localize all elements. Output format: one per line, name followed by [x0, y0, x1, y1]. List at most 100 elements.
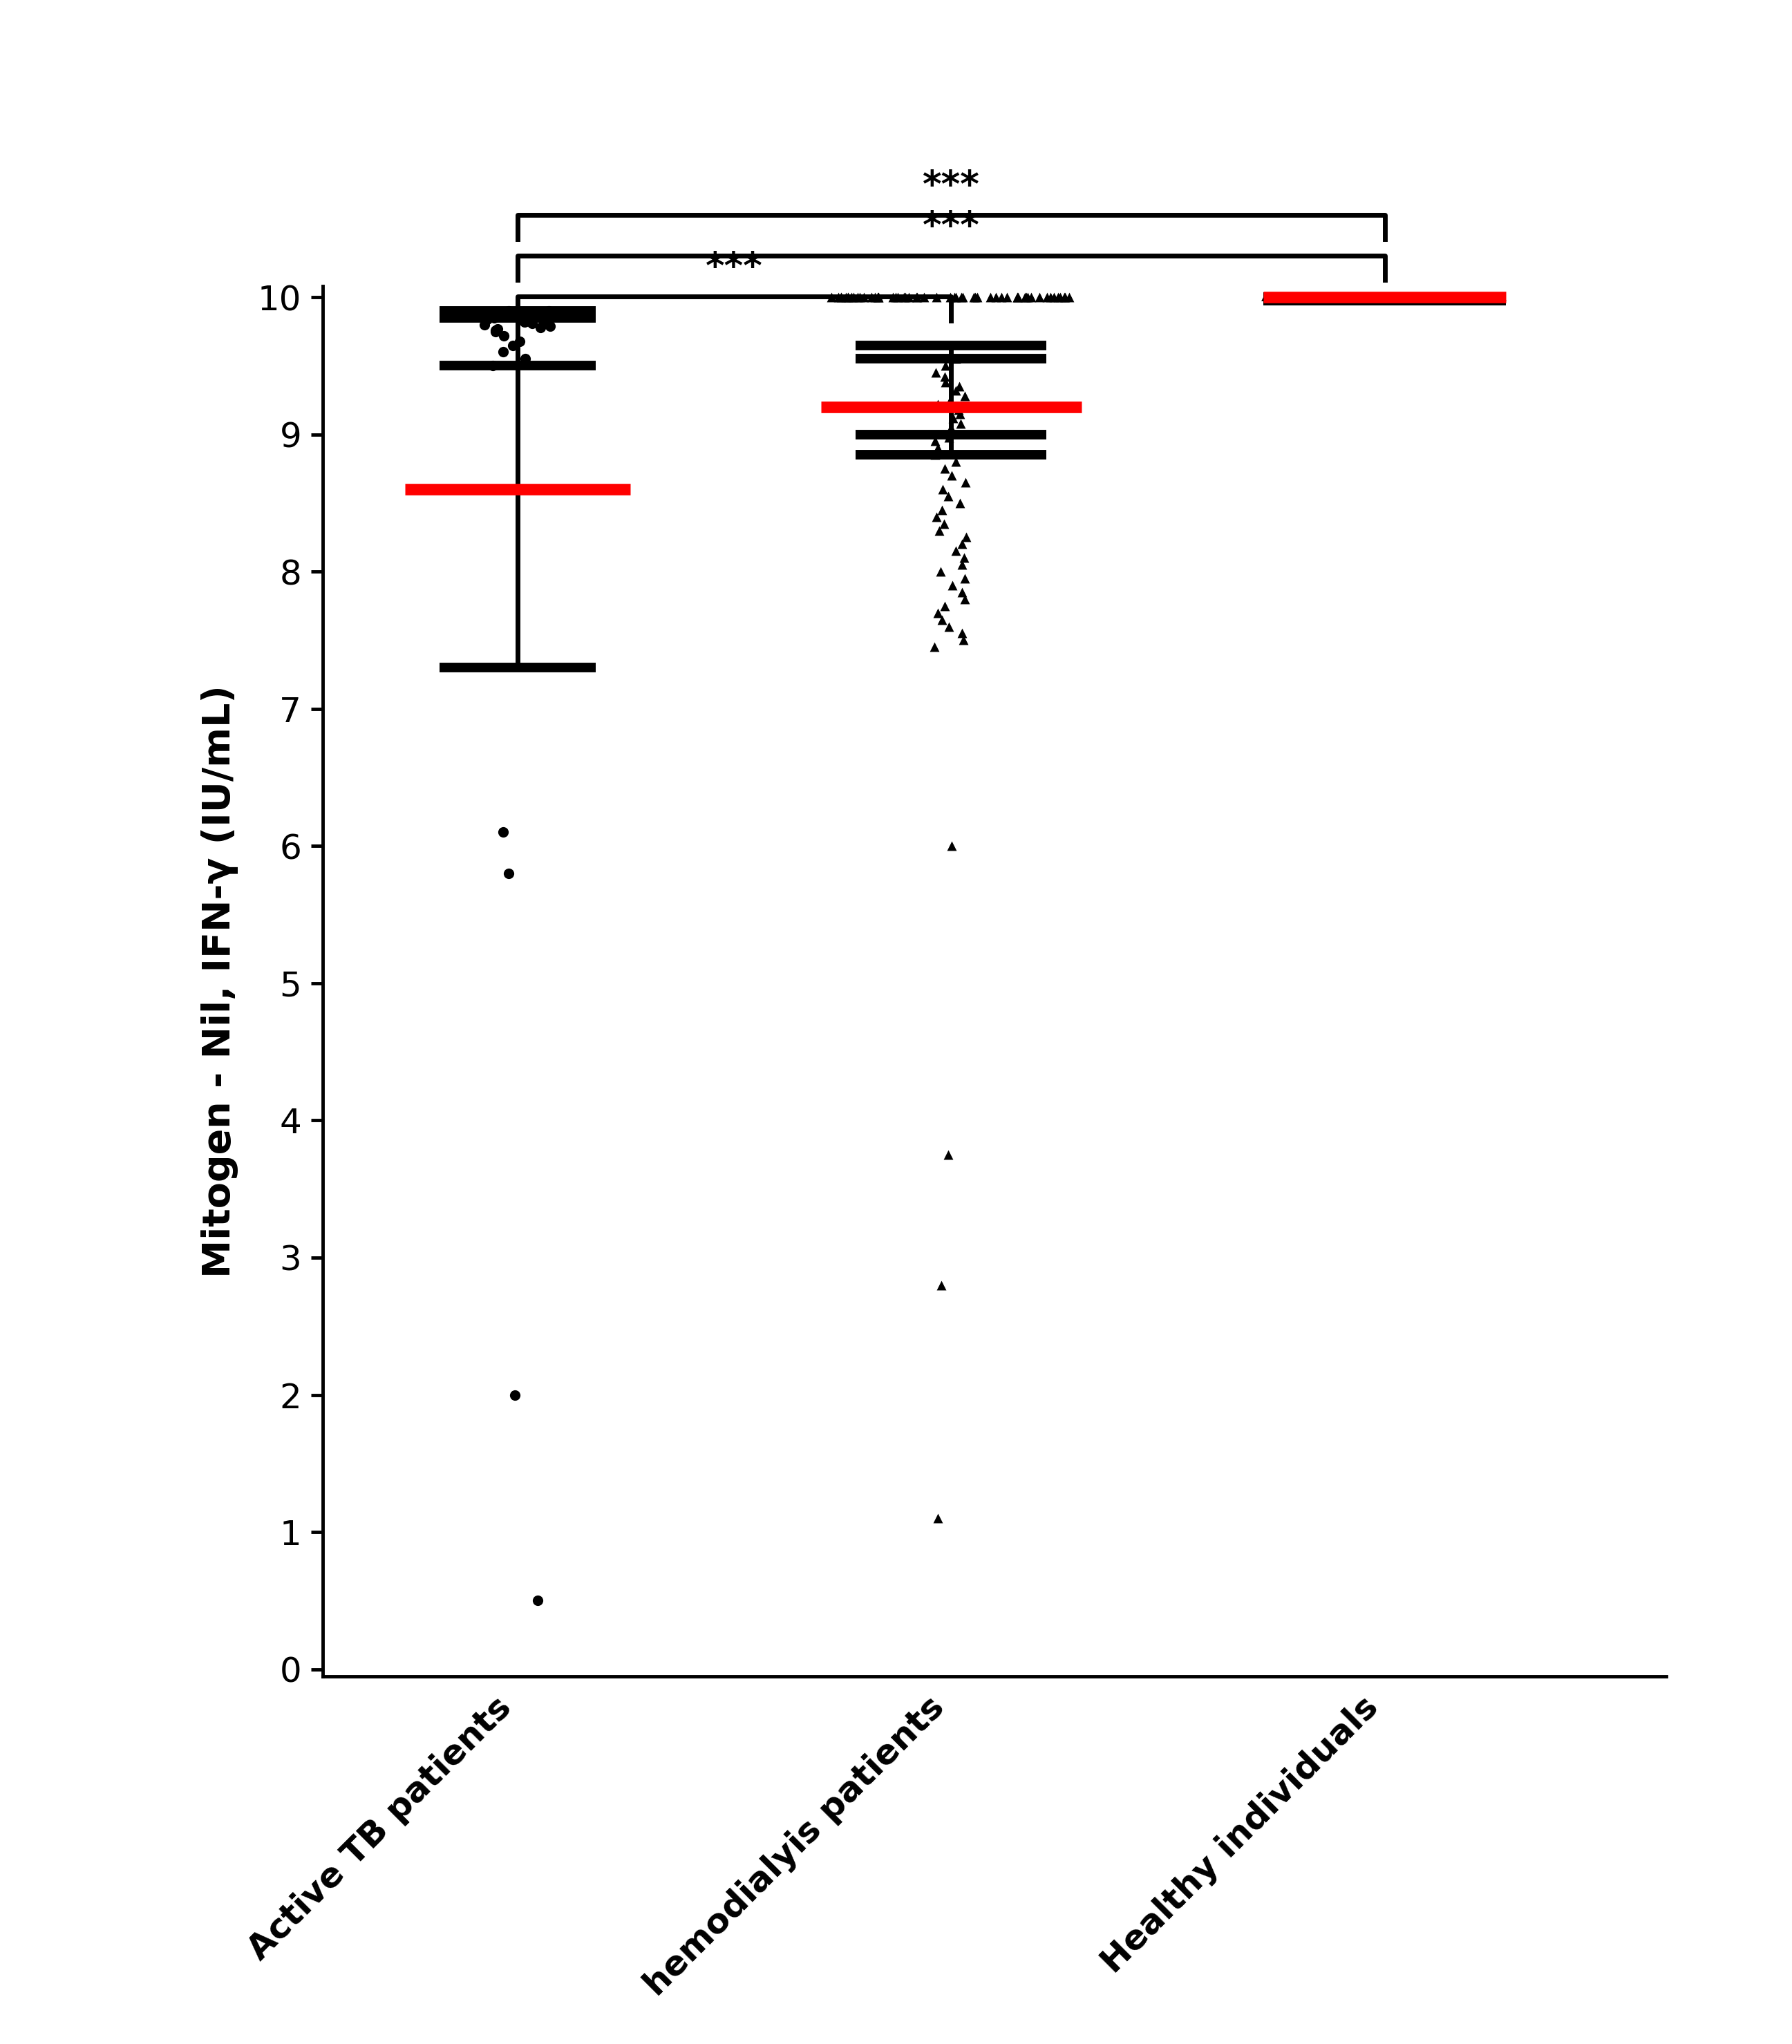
Point [1251, 280, 1279, 313]
Point [846, 280, 874, 313]
Text: ***: *** [923, 168, 980, 204]
Point [1306, 280, 1335, 313]
Point [928, 603, 957, 636]
Point [950, 542, 978, 574]
Point [1331, 280, 1360, 313]
Point [1469, 280, 1498, 313]
Point [817, 280, 846, 313]
Point [1462, 280, 1491, 313]
Point [1383, 280, 1412, 313]
Point [523, 1584, 552, 1617]
Point [1012, 280, 1041, 313]
Point [1328, 280, 1357, 313]
Y-axis label: Mitogen - Nil, IFN-γ (IU/mL): Mitogen - Nil, IFN-γ (IU/mL) [201, 685, 238, 1278]
Point [1409, 280, 1437, 313]
Point [1039, 280, 1068, 313]
Point [937, 415, 966, 448]
Point [923, 501, 952, 533]
Point [1043, 280, 1072, 313]
Point [1403, 280, 1432, 313]
Point [925, 513, 953, 546]
Point [1036, 280, 1064, 313]
Point [864, 280, 892, 313]
Point [946, 407, 975, 439]
Point [1047, 280, 1075, 313]
Point [982, 280, 1011, 313]
Point [923, 597, 952, 630]
Point [849, 280, 878, 313]
Point [495, 294, 523, 327]
Point [489, 335, 518, 368]
Point [1468, 280, 1496, 313]
Point [1464, 280, 1493, 313]
Point [939, 401, 968, 433]
Point [1285, 280, 1314, 313]
Point [520, 296, 548, 329]
Point [948, 280, 977, 313]
Point [930, 507, 959, 540]
Point [919, 632, 948, 664]
Point [1448, 280, 1477, 313]
Point [930, 452, 959, 484]
Point [1468, 280, 1496, 313]
Point [1405, 280, 1434, 313]
Point [977, 280, 1005, 313]
Point [1305, 280, 1333, 313]
Point [1342, 280, 1371, 313]
Point [950, 380, 978, 413]
Point [941, 374, 969, 407]
Point [839, 280, 867, 313]
Point [484, 313, 513, 345]
Point [511, 343, 539, 376]
Point [928, 472, 957, 505]
Point [891, 280, 919, 313]
Point [1473, 280, 1502, 313]
Point [1477, 280, 1505, 313]
Point [937, 411, 966, 444]
Point [1025, 280, 1054, 313]
Point [1380, 280, 1409, 313]
Point [527, 311, 556, 343]
Point [1468, 280, 1496, 313]
Point [1405, 280, 1434, 313]
Point [1308, 280, 1337, 313]
Point [1322, 280, 1351, 313]
Point [921, 356, 950, 388]
Point [932, 350, 961, 382]
Point [1392, 280, 1421, 313]
Point [482, 313, 511, 345]
Point [1004, 280, 1032, 313]
Point [944, 370, 973, 403]
Point [1452, 280, 1480, 313]
Point [1276, 280, 1305, 313]
Point [1262, 280, 1290, 313]
Point [1310, 280, 1339, 313]
Point [937, 460, 966, 493]
Point [926, 1269, 955, 1302]
Point [1004, 280, 1032, 313]
Point [1308, 280, 1337, 313]
Text: ***: *** [706, 249, 763, 286]
Point [1339, 280, 1367, 313]
Point [824, 280, 853, 313]
Point [883, 280, 912, 313]
Point [889, 280, 918, 313]
Point [948, 527, 977, 560]
Point [1326, 280, 1355, 313]
Point [480, 300, 509, 333]
Point [1014, 280, 1043, 313]
Point [1407, 280, 1435, 313]
Point [962, 280, 991, 313]
Point [1312, 280, 1340, 313]
Point [495, 856, 523, 889]
Point [894, 280, 923, 313]
Point [1396, 280, 1425, 313]
Point [1004, 280, 1032, 313]
Point [1403, 280, 1432, 313]
Point [498, 329, 527, 362]
Point [831, 280, 860, 313]
Point [934, 609, 962, 642]
Point [923, 1502, 952, 1535]
Point [1482, 280, 1511, 313]
Point [1468, 280, 1496, 313]
